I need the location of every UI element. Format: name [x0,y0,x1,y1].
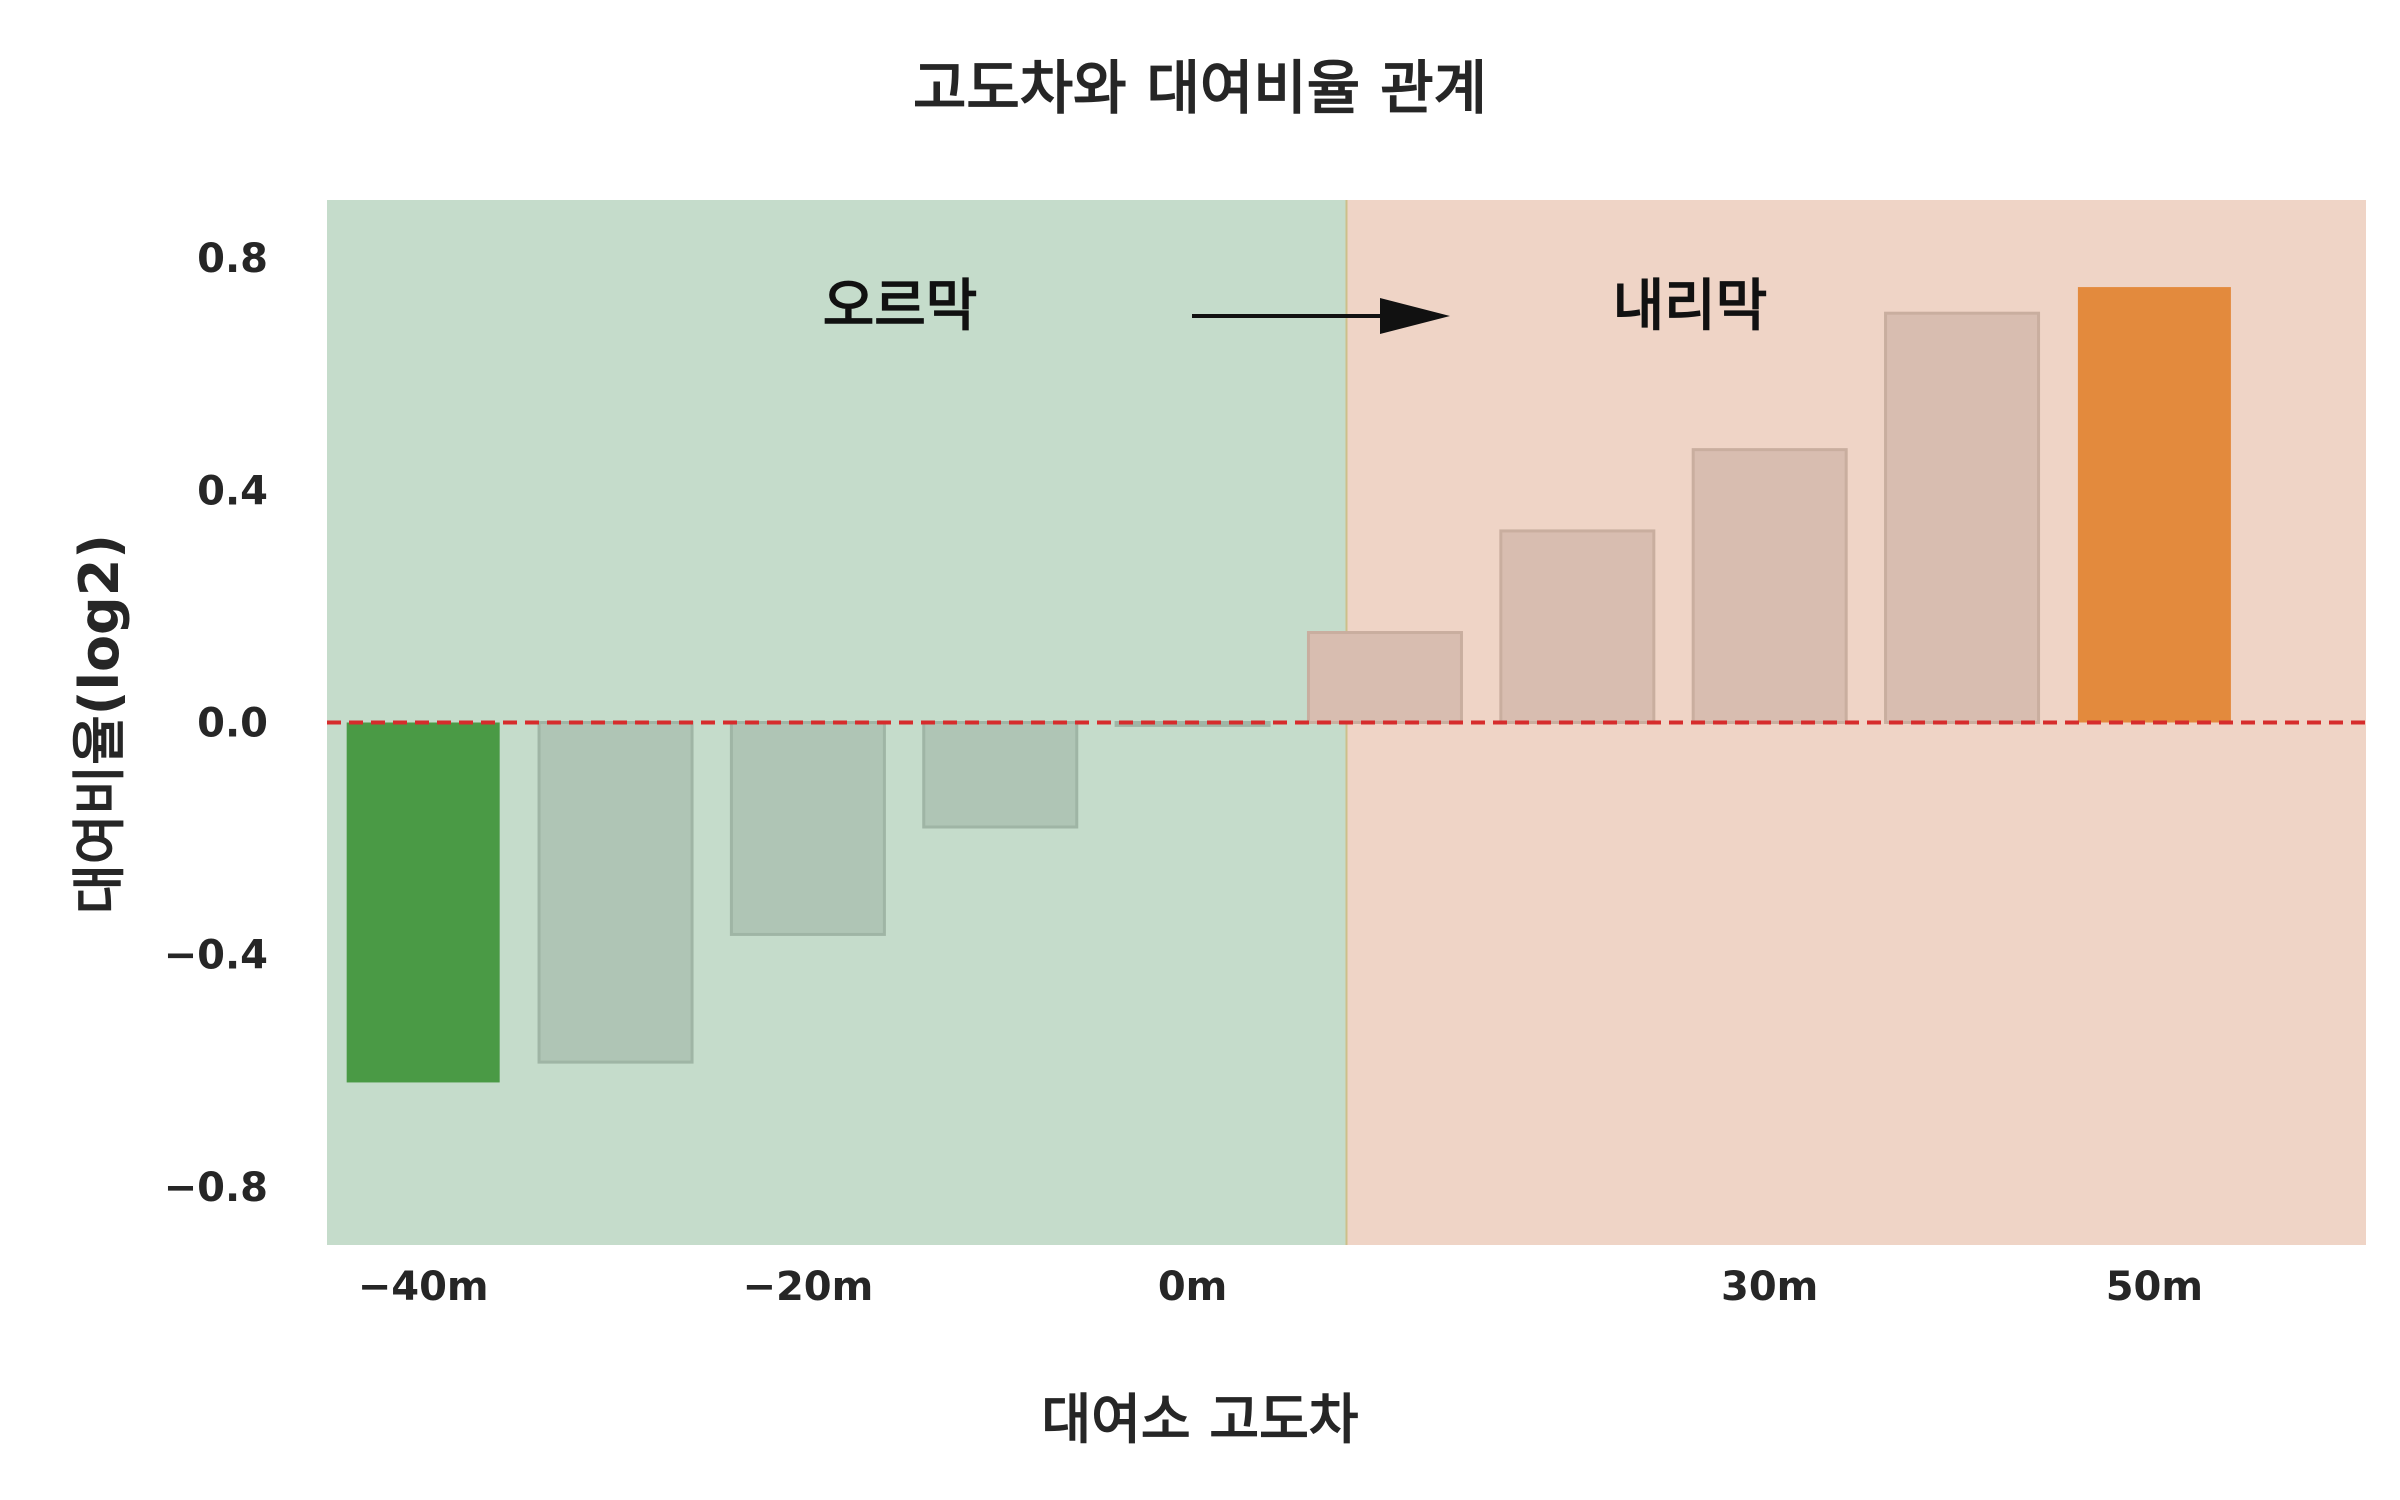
x-tick-label: 30m [1721,1264,1818,1310]
bar-2 [729,721,886,936]
x-tick-label: −20m [742,1264,873,1310]
bar-0 [346,722,500,1083]
bar-9 [2077,287,2231,723]
x-tick-labels: −40m −20m 0m 30m 50m [358,1264,2203,1310]
region-label-uphill: 오르막 [823,274,978,339]
y-tick-label: −0.8 [164,1165,268,1211]
bar-1 [537,721,694,1064]
y-tick-label: 0.4 [197,468,268,514]
x-axis-label: 대여소 고도차 [1042,1388,1359,1451]
bars [346,287,2231,1083]
x-tick-label: 0m [1158,1264,1228,1310]
region-label-downhill: 내리막 [1613,274,1768,339]
bar-5 [1306,631,1463,725]
direction-arrow [1192,298,1450,334]
y-tick-label: −0.4 [164,933,268,979]
bar-6 [1499,529,1656,725]
chart-title: 고도차와 대여비율 관계 [913,54,1487,122]
y-tick-label: 0.0 [197,701,268,747]
bar-7 [1691,448,1848,724]
x-tick-label: −40m [358,1264,489,1310]
x-tick-label: 50m [2106,1264,2203,1310]
y-axis-label: 대여비율(log2) [68,534,131,914]
y-tick-labels: 0.8 0.4 0.0 −0.4 −0.8 [164,236,268,1211]
bar-3 [922,721,1079,829]
bar-8 [1884,311,2041,724]
y-tick-label: 0.8 [197,236,268,282]
